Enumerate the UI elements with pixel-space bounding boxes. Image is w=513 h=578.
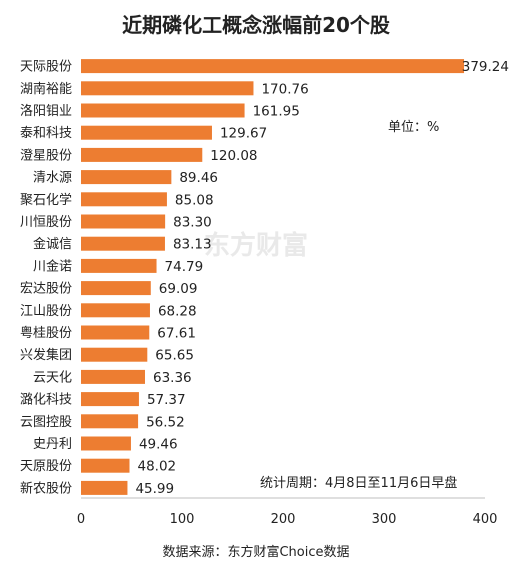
value-label: 85.08	[175, 192, 214, 208]
category-label: 兴发集团	[20, 347, 72, 363]
category-label: 天原股份	[20, 459, 72, 474]
category-label: 云天化	[33, 370, 72, 385]
bars-group: 天际股份 379.24 湖南裕能 170.76 洛阳钼业 161.95 泰和科技 129.67…	[20, 59, 509, 497]
bar	[81, 325, 150, 340]
bar	[81, 125, 212, 140]
value-label: 57.37	[147, 392, 186, 408]
category-label: 天际股份	[20, 60, 72, 75]
bar	[81, 414, 139, 429]
unit-note: 单位：%	[388, 120, 439, 135]
bar	[81, 81, 254, 96]
source-note: 数据来源：东方财富Choice数据	[162, 544, 349, 560]
x-tick-label: 300	[372, 512, 397, 527]
category-label: 新农股份	[20, 480, 72, 496]
value-label: 63.36	[153, 370, 192, 386]
bar	[81, 369, 145, 384]
category-label: 洛阳钼业	[20, 104, 72, 119]
value-label: 379.24	[462, 59, 509, 75]
category-label: 史丹利	[33, 437, 72, 452]
bar	[81, 347, 148, 362]
category-label: 聚石化学	[20, 192, 72, 208]
bar	[81, 214, 166, 229]
value-label: 129.67	[220, 126, 267, 142]
category-label: 江山股份	[20, 304, 72, 319]
chart-title: 近期磷化工概念涨幅前20个股	[122, 13, 390, 37]
value-label: 161.95	[253, 104, 300, 120]
category-label: 清水源	[33, 171, 72, 186]
period-note: 统计周期：4月8日至11月6日早盘	[260, 475, 457, 491]
value-label: 170.76	[261, 81, 308, 97]
category-label: 粤桂股份	[20, 325, 72, 341]
value-label: 89.46	[179, 170, 218, 186]
category-label: 泰和科技	[20, 126, 72, 141]
bar	[81, 458, 130, 473]
value-label: 120.08	[210, 148, 257, 164]
bar	[81, 436, 131, 451]
value-label: 83.13	[173, 237, 212, 253]
watermark: 东方财富	[204, 230, 308, 261]
value-label: 67.61	[157, 326, 196, 342]
category-label: 宏达股份	[20, 282, 72, 297]
bar	[81, 392, 139, 407]
bar	[81, 480, 128, 495]
bar	[81, 258, 157, 273]
x-tick-label: 100	[170, 512, 195, 527]
value-label: 49.46	[139, 437, 178, 453]
value-label: 45.99	[135, 481, 174, 497]
x-tick-label: 400	[473, 512, 498, 527]
x-ticks-group: 0 100 200 300 400	[77, 512, 498, 527]
value-label: 83.30	[173, 215, 212, 231]
value-label: 69.09	[159, 281, 198, 297]
value-label: 74.79	[165, 259, 204, 275]
x-tick-label: 200	[271, 512, 296, 527]
bar	[81, 103, 245, 118]
value-label: 48.02	[138, 459, 177, 475]
bar	[81, 236, 165, 251]
category-label: 川恒股份	[20, 215, 72, 230]
category-label: 澄星股份	[20, 148, 72, 163]
category-label: 川金诺	[33, 258, 72, 274]
bar	[81, 59, 465, 74]
value-label: 68.28	[158, 303, 197, 319]
value-label: 65.65	[155, 348, 194, 364]
bar	[81, 170, 172, 185]
category-label: 潞化科技	[20, 393, 72, 408]
category-label: 金诚信	[33, 236, 72, 252]
bar	[81, 192, 167, 207]
bar	[81, 303, 150, 318]
category-label: 云图控股	[20, 415, 72, 430]
bar	[81, 281, 151, 296]
bar	[81, 147, 203, 162]
category-label: 湖南裕能	[20, 81, 72, 97]
value-label: 56.52	[146, 414, 185, 430]
x-tick-label: 0	[77, 512, 85, 527]
